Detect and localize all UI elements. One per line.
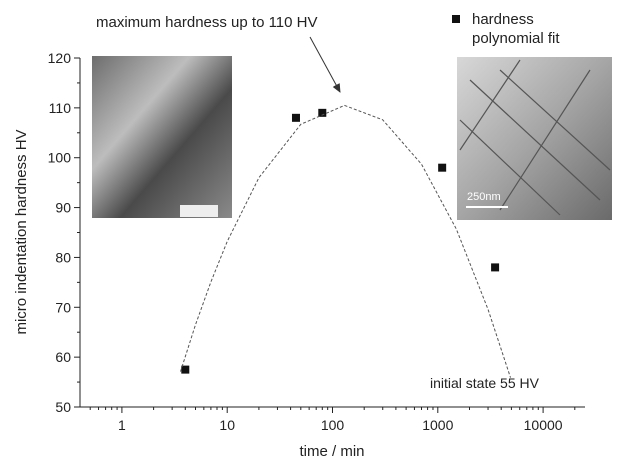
y-tick-label: 90 (55, 200, 71, 216)
data-point (181, 365, 190, 374)
y-tick-label: 120 (48, 50, 72, 66)
fit-line (180, 104, 511, 378)
inset-image (92, 56, 232, 218)
x-tick-label: 1000 (422, 417, 453, 433)
annotation: initial state 55 HV (430, 375, 540, 391)
inset-lines (459, 59, 611, 216)
data-point (438, 163, 447, 172)
annotation: maximum hardness up to 110 HV (96, 14, 318, 31)
x-tick-label: 10 (219, 417, 235, 433)
data-point (291, 113, 300, 122)
y-tick-label: 80 (55, 249, 71, 265)
y-tick-label: 100 (48, 150, 72, 166)
data-point (318, 108, 327, 117)
annotation-arrow (309, 36, 341, 93)
inset-scale (180, 205, 218, 217)
y-tick-label: 60 (55, 349, 71, 365)
legend-label: hardness (472, 11, 534, 28)
inset-image (457, 57, 612, 220)
data-point (491, 263, 500, 272)
x-tick-label: 100 (321, 417, 345, 433)
legend-marker (452, 15, 460, 23)
x-axis-label: time / min (299, 443, 364, 460)
y-tick-label: 50 (55, 399, 71, 415)
x-tick-label: 10000 (524, 417, 563, 433)
scale-label: 250nm (467, 191, 501, 203)
y-axis-label: micro indentation hardness HV (13, 129, 30, 334)
y-tick-label: 70 (55, 299, 71, 315)
y-tick-label: 110 (49, 100, 72, 116)
legend-label: polynomial fit (472, 30, 560, 47)
x-tick-label: 1 (118, 417, 126, 433)
